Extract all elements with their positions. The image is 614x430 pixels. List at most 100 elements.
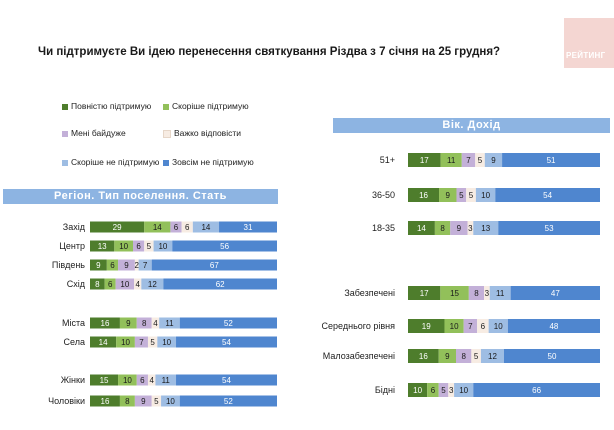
- bar-segment: [176, 374, 277, 386]
- data-label: 5: [459, 191, 464, 200]
- legend-item: Важко відповісти: [163, 128, 241, 138]
- bar-segment: [151, 395, 162, 407]
- bar-segment: [489, 286, 511, 300]
- data-label: 5: [478, 156, 483, 165]
- bar-segment: [502, 153, 600, 167]
- bar-segment: [90, 317, 120, 329]
- legend-label: Скоріше не підтримую: [71, 157, 160, 167]
- bar-segment: [448, 383, 455, 397]
- data-label: 11: [165, 319, 174, 328]
- bar-segment: [90, 259, 107, 271]
- data-label: 8: [95, 280, 100, 289]
- data-label: 56: [220, 242, 229, 251]
- bar-segment: [461, 153, 476, 167]
- bar-segment: [159, 317, 180, 329]
- bar-segment: [144, 240, 154, 252]
- data-label: 11: [162, 376, 171, 385]
- legend-label: Скоріше підтримую: [172, 101, 249, 111]
- data-label: 14: [153, 223, 162, 232]
- legend-label: Повністю підтримую: [71, 101, 152, 111]
- legend-swatch: [163, 159, 169, 166]
- bar-segment: [507, 319, 600, 333]
- left-panel-header: Регіон. Тип поселення. Стать: [3, 189, 278, 204]
- data-label: 5: [469, 191, 474, 200]
- bar-segment: [118, 259, 135, 271]
- data-label: 9: [491, 156, 496, 165]
- legend-item: Зовсім не підтримую: [163, 157, 254, 167]
- bar-segment: [510, 286, 600, 300]
- bar-segment: [90, 336, 117, 348]
- data-label: 9: [446, 191, 451, 200]
- data-label: 10: [459, 386, 468, 395]
- data-label: 6: [136, 242, 141, 251]
- bar-segment: [192, 221, 220, 233]
- bar-segment: [456, 188, 467, 202]
- bar-segment: [477, 319, 489, 333]
- bar-segment: [495, 188, 600, 202]
- page-title: Чи підтримуєте Ви ідею перенесення святк…: [38, 46, 501, 58]
- data-label: 6: [108, 280, 113, 289]
- data-label: 66: [532, 386, 541, 395]
- legend-item: Скоріше підтримую: [163, 101, 249, 111]
- bar-segment: [468, 286, 485, 300]
- data-label: 54: [222, 338, 231, 347]
- data-label: 6: [174, 223, 179, 232]
- bar-segment: [153, 240, 173, 252]
- data-label: 6: [431, 386, 436, 395]
- data-label: 10: [494, 322, 503, 331]
- bar-segment: [179, 395, 277, 407]
- bar-segment: [90, 374, 119, 386]
- bar-segment: [440, 153, 462, 167]
- legend-label: Мені байдуже: [71, 128, 126, 138]
- data-label: 17: [420, 289, 429, 298]
- bar-segment: [438, 383, 449, 397]
- bar-segment: [466, 188, 476, 202]
- data-label: 11: [447, 156, 456, 165]
- data-label: 9: [445, 352, 450, 361]
- data-label: 48: [549, 322, 558, 331]
- category-label: 36-50: [372, 190, 395, 200]
- bar-segment: [106, 259, 119, 271]
- data-label: 7: [468, 322, 473, 331]
- data-label: 10: [120, 280, 129, 289]
- bar-segment: [157, 336, 177, 348]
- bar-segment: [467, 221, 474, 235]
- bar-segment: [473, 383, 600, 397]
- data-label: 54: [543, 191, 552, 200]
- legend-item: Скоріше не підтримую: [62, 157, 159, 167]
- bar-segment: [463, 319, 478, 333]
- bar-segment: [440, 286, 469, 300]
- data-label: 4: [149, 376, 154, 385]
- data-label: 5: [150, 338, 155, 347]
- data-label: 2: [135, 261, 140, 270]
- bar-segment: [136, 374, 148, 386]
- data-label: 6: [481, 322, 486, 331]
- legend-swatch: [62, 130, 68, 137]
- data-label: 14: [99, 338, 108, 347]
- data-label: 31: [244, 223, 253, 232]
- data-label: 8: [474, 289, 479, 298]
- logo-text: РЕЙТИНГ: [566, 51, 606, 60]
- bar-segment: [147, 374, 156, 386]
- bar-segment: [456, 349, 472, 363]
- category-label: 18-35: [372, 223, 395, 233]
- data-label: 52: [224, 319, 233, 328]
- bar-segment: [434, 221, 451, 235]
- category-label: Центр: [59, 241, 85, 251]
- data-label: 7: [143, 261, 148, 270]
- data-label: 16: [101, 397, 110, 406]
- bar-segment: [134, 395, 152, 407]
- data-label: 17: [420, 156, 429, 165]
- bar-segment: [138, 259, 152, 271]
- bar-segment: [170, 221, 182, 233]
- bar-segment: [475, 153, 485, 167]
- data-label: 7: [139, 338, 144, 347]
- bar-segment: [134, 259, 139, 271]
- bar-segment: [439, 188, 457, 202]
- category-label: Бідні: [375, 385, 395, 395]
- bar-segment: [119, 395, 135, 407]
- data-label: 14: [417, 224, 426, 233]
- bar-segment: [473, 221, 499, 235]
- data-label: 11: [496, 289, 505, 298]
- data-label: 10: [413, 386, 422, 395]
